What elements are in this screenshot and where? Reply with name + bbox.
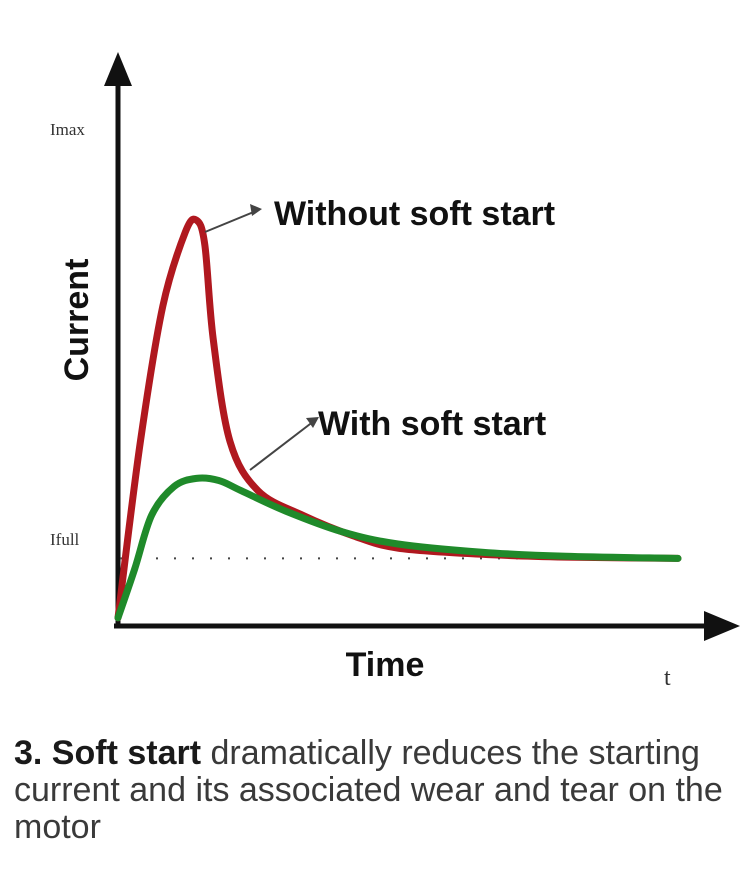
- caption-text: dramatically reduces the starting curren…: [14, 734, 723, 846]
- x-axis-arrowhead: [704, 611, 740, 641]
- arrow-with-soft-start: [249, 417, 319, 471]
- y-tick-label-full-load: Ifull: [50, 530, 80, 549]
- series-line-with-soft-start: [114, 474, 682, 622]
- arrow-without-soft-start: [204, 204, 262, 233]
- x-axis-label: Time: [346, 646, 425, 684]
- y-axis-label: Current: [58, 259, 96, 382]
- caption-bold-lead: 3. Soft start: [14, 734, 202, 772]
- annotation-without-soft-start: Without soft start: [274, 195, 555, 233]
- figure-caption: 3. Soft start dramatically reduces the s…: [14, 735, 744, 846]
- x-tick-label-t: t: [664, 665, 671, 691]
- y-tick-label-max: Imax: [50, 120, 85, 139]
- current-vs-time-chart: Without soft start With soft start Curre…: [50, 52, 740, 691]
- y-axis-arrowhead: [104, 52, 132, 86]
- annotation-with-soft-start: With soft start: [318, 405, 546, 443]
